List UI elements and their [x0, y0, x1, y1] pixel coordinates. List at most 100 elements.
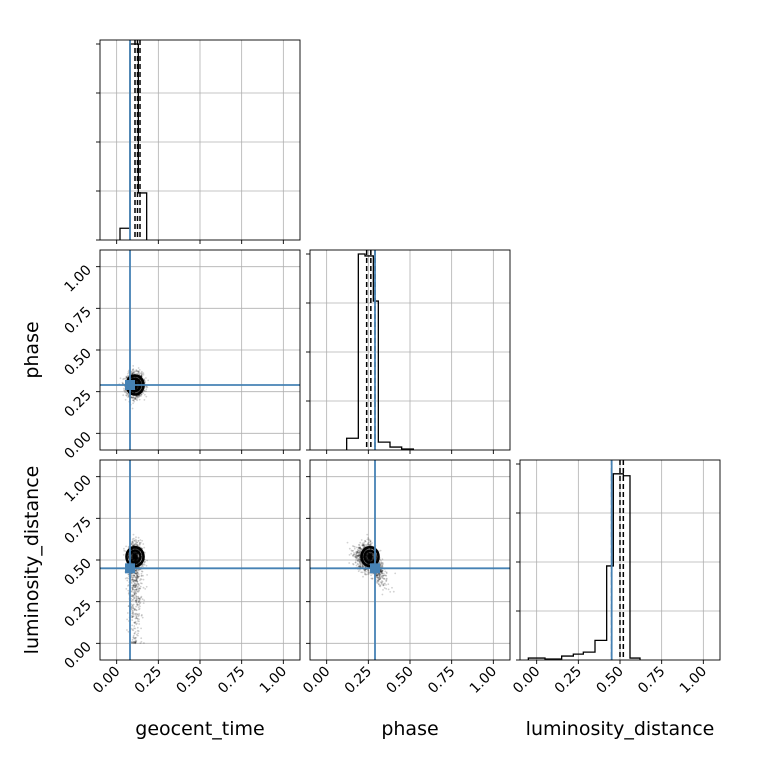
scatter-point: [126, 392, 128, 395]
scatter-point: [121, 381, 124, 384]
scatter-point: [136, 576, 139, 578]
scatter-point: [136, 576, 139, 579]
scatter-point: [131, 538, 134, 541]
scatter-point: [367, 542, 369, 545]
scatter-point: [366, 543, 369, 546]
scatter-point: [131, 558, 134, 560]
scatter-point: [368, 552, 371, 554]
scatter-point: [136, 613, 139, 616]
scatter-point: [133, 593, 136, 595]
scatter-point: [362, 543, 365, 545]
scatter-point: [376, 579, 379, 581]
scatter-point: [357, 552, 360, 555]
scatter-point: [352, 549, 355, 552]
scatter-point: [133, 400, 136, 403]
scatter-point: [135, 398, 138, 401]
scatter-point: [372, 557, 374, 560]
scatter-point: [133, 637, 136, 640]
scatter-point: [130, 557, 133, 560]
scatter-point: [137, 382, 140, 385]
scatter-point: [366, 555, 368, 557]
scatter-point: [355, 564, 358, 567]
scatter-point: [384, 582, 386, 585]
scatter-point: [362, 544, 364, 547]
scatter-point: [143, 551, 146, 554]
scatter-point: [350, 552, 353, 555]
scatter-point: [381, 593, 384, 596]
scatter-point: [134, 590, 137, 593]
scatter-point: [127, 577, 130, 580]
scatter-point: [135, 558, 138, 561]
scatter-point: [382, 589, 384, 591]
scatter-point: [378, 576, 380, 579]
scatter-point: [135, 543, 138, 546]
scatter-point: [131, 628, 134, 631]
scatter-point: [381, 572, 384, 574]
scatter-point: [382, 574, 385, 577]
scatter-point: [359, 566, 362, 568]
scatter-point: [143, 389, 146, 392]
scatter-point: [130, 542, 133, 544]
scatter-point: [359, 559, 361, 561]
scatter-point: [131, 541, 134, 544]
scatter-point: [134, 584, 137, 587]
scatter-point: [141, 570, 144, 573]
scatter-point: [132, 552, 134, 555]
x-axis-label-phase: phase: [381, 718, 438, 740]
scatter-point: [133, 608, 136, 610]
scatter-point: [382, 572, 385, 575]
scatter-point: [136, 386, 139, 388]
scatter-point: [135, 388, 137, 390]
scatter-point: [364, 539, 366, 542]
x-tick-label: 1.00: [467, 664, 500, 697]
scatter-point: [379, 581, 382, 583]
scatter-point: [366, 558, 369, 560]
scatter-point: [366, 557, 369, 560]
scatter-point: [351, 555, 354, 557]
scatter-point: [377, 573, 380, 575]
scatter-point: [135, 584, 138, 586]
scatter-point: [137, 557, 140, 560]
scatter-point: [123, 389, 125, 392]
scatter-point: [358, 553, 361, 556]
scatter-point: [356, 550, 358, 553]
scatter-point: [372, 557, 375, 559]
scatter-point: [136, 603, 139, 606]
scatter-point: [379, 574, 381, 577]
scatter-point: [361, 564, 364, 567]
scatter-point: [131, 604, 134, 607]
scatter-point: [353, 555, 356, 558]
scatter-point: [132, 552, 135, 555]
x-tick-label: 0.75: [635, 664, 668, 697]
scatter-point: [138, 394, 141, 397]
scatter-point: [370, 552, 373, 555]
hist-panel-phase: [306, 249, 511, 454]
scatter-point: [132, 399, 135, 402]
scatter-point: [130, 578, 133, 581]
scatter-point: [136, 553, 139, 556]
scatter-point: [366, 553, 369, 556]
scatter-point: [135, 372, 138, 375]
scatter-point: [134, 637, 137, 640]
scatter-point: [371, 552, 374, 555]
scatter-point: [138, 398, 141, 401]
scatter-point: [140, 372, 142, 375]
scatter-point: [371, 553, 374, 556]
scatter-point: [135, 578, 138, 580]
scatter-point: [138, 369, 141, 371]
scatter-point: [359, 564, 362, 567]
scatter-point: [124, 377, 127, 380]
scatter-point: [375, 574, 378, 577]
scatter-point: [136, 386, 139, 389]
scatter-point: [358, 555, 360, 558]
scatter-point: [376, 573, 379, 576]
scatter-point: [132, 552, 135, 554]
x-axis-label-luminosity-distance: luminosity_distance: [526, 718, 715, 740]
scatter-point: [380, 560, 382, 562]
scatter-point: [357, 554, 360, 557]
scatter-point: [123, 547, 125, 550]
scatter-point: [146, 386, 149, 389]
scatter-point: [125, 391, 128, 393]
scatter-point: [135, 605, 138, 608]
scatter-point: [133, 552, 136, 554]
